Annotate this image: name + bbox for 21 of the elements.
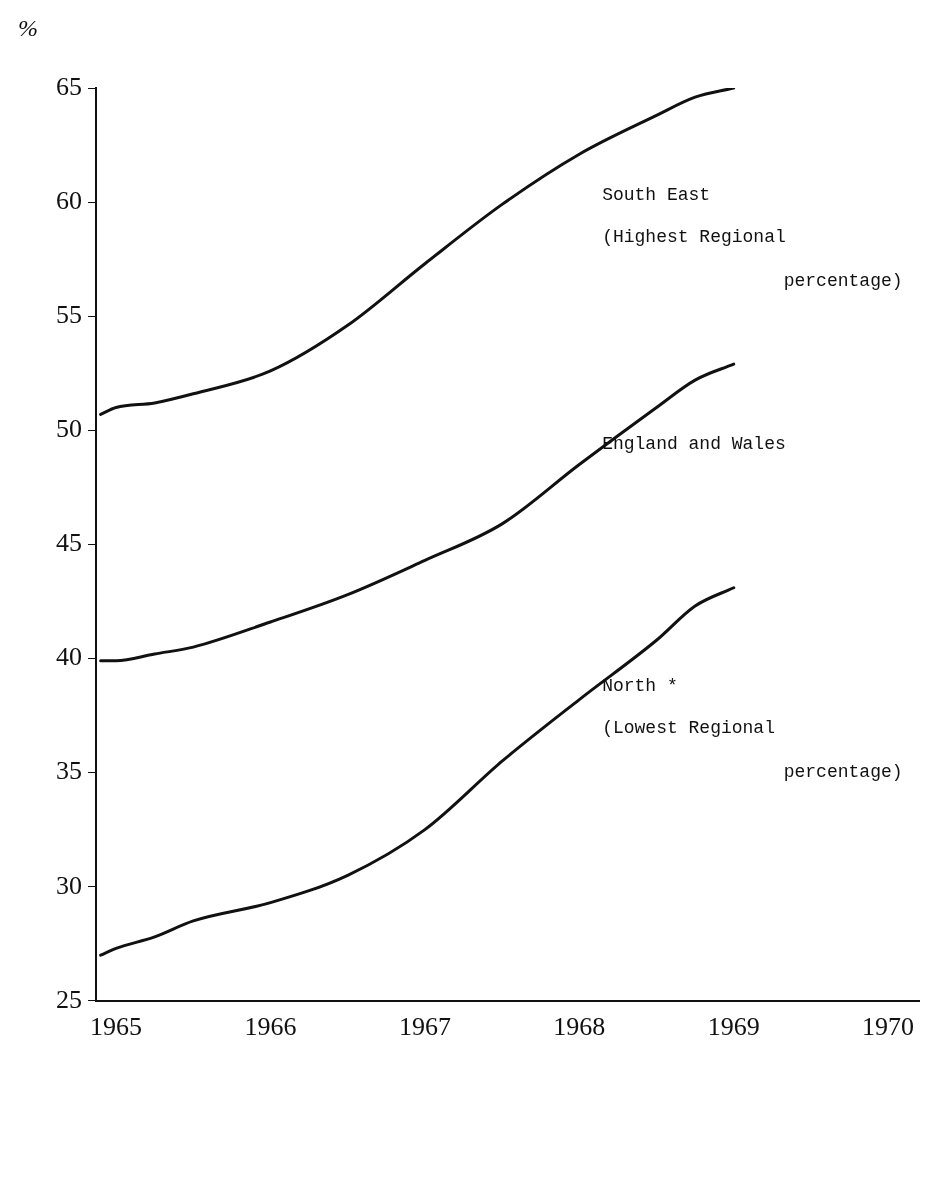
x-tick-label: 1967 xyxy=(398,1012,451,1042)
y-tick-label: 50 xyxy=(56,414,82,444)
x-tick-label: 1968 xyxy=(553,1012,606,1042)
text: (Lowest Regional percentage) xyxy=(602,717,903,782)
y-axis-title: % xyxy=(18,15,38,42)
y-tick-label: 45 xyxy=(56,528,82,558)
y-tick-label: 30 xyxy=(56,870,82,900)
series-label: North * xyxy=(602,675,678,696)
y-tick-label: 25 xyxy=(56,984,82,1014)
y-tick-label: 55 xyxy=(56,300,82,330)
y-tick-label: 40 xyxy=(56,642,82,672)
series-label: England and Wales xyxy=(602,433,786,454)
x-tick-label: 1965 xyxy=(90,1012,143,1042)
text: South East xyxy=(602,185,711,206)
y-tick-label: 35 xyxy=(56,756,82,786)
x-tick-label: 1969 xyxy=(707,1012,760,1042)
x-tick-label: 1970 xyxy=(862,1012,915,1042)
y-tick-label: 60 xyxy=(56,185,82,215)
x-tick-label: 1966 xyxy=(244,1012,297,1042)
text: (Highest Regional percentage) xyxy=(602,226,903,291)
y-tick-label: 65 xyxy=(56,71,82,101)
